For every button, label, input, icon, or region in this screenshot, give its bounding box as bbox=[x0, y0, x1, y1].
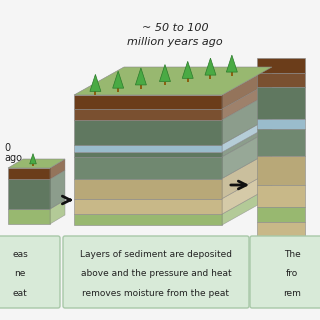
Text: 0: 0 bbox=[4, 143, 10, 153]
Polygon shape bbox=[226, 55, 237, 72]
Polygon shape bbox=[222, 67, 272, 109]
Polygon shape bbox=[8, 179, 50, 209]
Polygon shape bbox=[257, 119, 305, 129]
Polygon shape bbox=[257, 73, 305, 87]
Polygon shape bbox=[74, 109, 222, 120]
Text: million years ago: million years ago bbox=[127, 37, 223, 47]
Text: fro: fro bbox=[286, 269, 298, 278]
Polygon shape bbox=[74, 179, 222, 199]
Polygon shape bbox=[205, 58, 216, 75]
Polygon shape bbox=[257, 129, 305, 156]
Polygon shape bbox=[74, 145, 222, 152]
Polygon shape bbox=[222, 92, 272, 145]
Polygon shape bbox=[222, 116, 272, 152]
Polygon shape bbox=[257, 207, 305, 222]
Polygon shape bbox=[222, 124, 272, 157]
Polygon shape bbox=[164, 82, 166, 85]
Polygon shape bbox=[257, 185, 305, 207]
Polygon shape bbox=[257, 87, 305, 119]
Polygon shape bbox=[30, 154, 36, 164]
Polygon shape bbox=[74, 67, 272, 95]
Text: The: The bbox=[284, 250, 300, 259]
Text: removes moisture from the peat: removes moisture from the peat bbox=[83, 289, 229, 298]
FancyBboxPatch shape bbox=[250, 236, 320, 308]
Text: ne: ne bbox=[14, 269, 26, 278]
Polygon shape bbox=[222, 186, 272, 225]
Polygon shape bbox=[140, 85, 142, 89]
Polygon shape bbox=[8, 209, 50, 224]
Text: ago: ago bbox=[4, 153, 22, 163]
Polygon shape bbox=[94, 92, 96, 95]
Polygon shape bbox=[222, 129, 272, 179]
Text: rem: rem bbox=[283, 289, 301, 298]
FancyBboxPatch shape bbox=[0, 236, 60, 308]
Polygon shape bbox=[74, 95, 222, 109]
Polygon shape bbox=[257, 222, 305, 244]
Polygon shape bbox=[50, 200, 65, 224]
Polygon shape bbox=[50, 170, 65, 209]
Polygon shape bbox=[159, 65, 171, 82]
Polygon shape bbox=[222, 81, 272, 120]
Text: eas: eas bbox=[12, 250, 28, 259]
Text: eat: eat bbox=[12, 289, 28, 298]
Polygon shape bbox=[182, 61, 193, 78]
Polygon shape bbox=[8, 159, 65, 168]
Polygon shape bbox=[257, 244, 305, 256]
Polygon shape bbox=[257, 156, 305, 185]
FancyBboxPatch shape bbox=[63, 236, 249, 308]
Polygon shape bbox=[222, 171, 272, 214]
Text: Layers of sediment are deposited: Layers of sediment are deposited bbox=[80, 250, 232, 259]
Text: above and the pressure and heat: above and the pressure and heat bbox=[81, 269, 231, 278]
Polygon shape bbox=[135, 68, 146, 85]
Text: ~ 50 to 100: ~ 50 to 100 bbox=[142, 23, 208, 33]
Polygon shape bbox=[257, 58, 305, 73]
Polygon shape bbox=[210, 75, 212, 79]
Polygon shape bbox=[32, 164, 34, 166]
Polygon shape bbox=[117, 88, 119, 92]
Polygon shape bbox=[90, 74, 101, 92]
Polygon shape bbox=[50, 159, 65, 179]
Polygon shape bbox=[8, 168, 50, 179]
Polygon shape bbox=[74, 157, 222, 179]
Polygon shape bbox=[74, 120, 222, 145]
Polygon shape bbox=[74, 199, 222, 214]
Polygon shape bbox=[74, 214, 222, 225]
Polygon shape bbox=[231, 72, 233, 76]
Polygon shape bbox=[113, 71, 124, 88]
Polygon shape bbox=[187, 78, 189, 82]
Polygon shape bbox=[74, 152, 222, 157]
Polygon shape bbox=[222, 151, 272, 199]
